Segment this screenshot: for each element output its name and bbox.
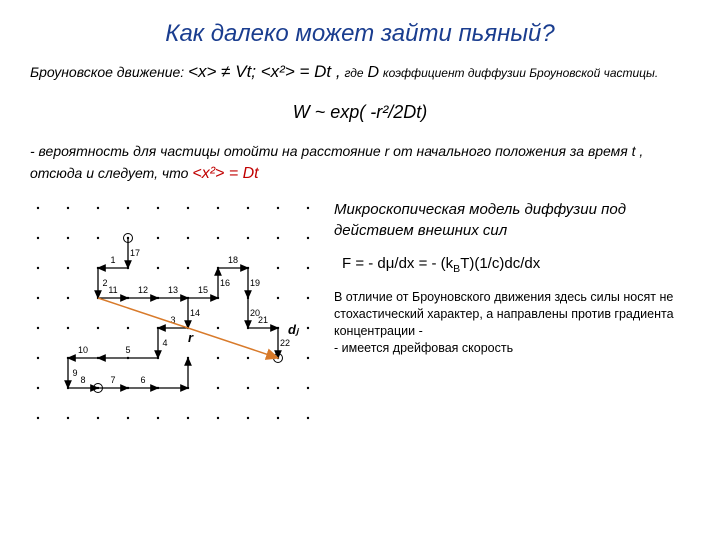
- svg-text:15: 15: [198, 285, 208, 295]
- svg-text:2: 2: [102, 278, 107, 288]
- svg-text:11: 11: [108, 285, 117, 295]
- subtitle-formula: <x> ≠ Vt; <x²> = Dt ,: [188, 62, 340, 81]
- para1-eq: <x²> = Dt: [192, 165, 258, 182]
- svg-text:r: r: [188, 330, 194, 345]
- svg-text:12: 12: [138, 285, 148, 295]
- formula2-post: T)(1/c)dc/dx: [460, 255, 540, 272]
- micro-model-text: Микроскопическая модель диффузии под дей…: [334, 200, 690, 241]
- svg-text:dⱼ: dⱼ: [288, 322, 300, 337]
- page-title: Как далеко может зайти пьяный?: [30, 20, 690, 48]
- probability-text: - вероятность для частицы отойти на расс…: [30, 141, 690, 186]
- svg-text:14: 14: [190, 308, 200, 318]
- subtitle-post1: где: [344, 66, 363, 80]
- description-text: В отличие от Броуновского движения здесь…: [334, 289, 690, 357]
- svg-text:5: 5: [125, 345, 130, 355]
- svg-text:19: 19: [250, 278, 260, 288]
- subtitle: Броуновское движение: <x> ≠ Vt; <x²> = D…: [30, 60, 690, 84]
- svg-text:21: 21: [258, 315, 268, 325]
- random-walk-diagram: 17121112131434510987615161819202122rdⱼ: [30, 200, 320, 430]
- formula-F: F = - dμ/dx = - (kBT)(1/c)dc/dx: [342, 255, 690, 275]
- subtitle-D: D: [367, 64, 379, 81]
- svg-text:4: 4: [162, 338, 167, 348]
- svg-text:7: 7: [110, 375, 115, 385]
- svg-text:8: 8: [80, 375, 85, 385]
- svg-text:10: 10: [78, 345, 88, 355]
- svg-text:9: 9: [72, 368, 77, 378]
- svg-text:17: 17: [130, 248, 140, 258]
- para1-pre: - вероятность для частицы отойти на расс…: [30, 143, 643, 181]
- formula-W: W ~ exp( -r²/2Dt): [30, 102, 690, 123]
- subtitle-post2: коэффициент диффузии Броуновской частицы…: [383, 66, 658, 80]
- svg-text:22: 22: [280, 338, 290, 348]
- svg-text:16: 16: [220, 278, 230, 288]
- svg-text:6: 6: [140, 375, 145, 385]
- subtitle-pre: Броуновское движение:: [30, 64, 184, 80]
- svg-text:18: 18: [228, 255, 238, 265]
- svg-text:1: 1: [110, 255, 115, 265]
- svg-text:13: 13: [168, 285, 178, 295]
- formula2-pre: F = - dμ/dx = - (k: [342, 255, 453, 272]
